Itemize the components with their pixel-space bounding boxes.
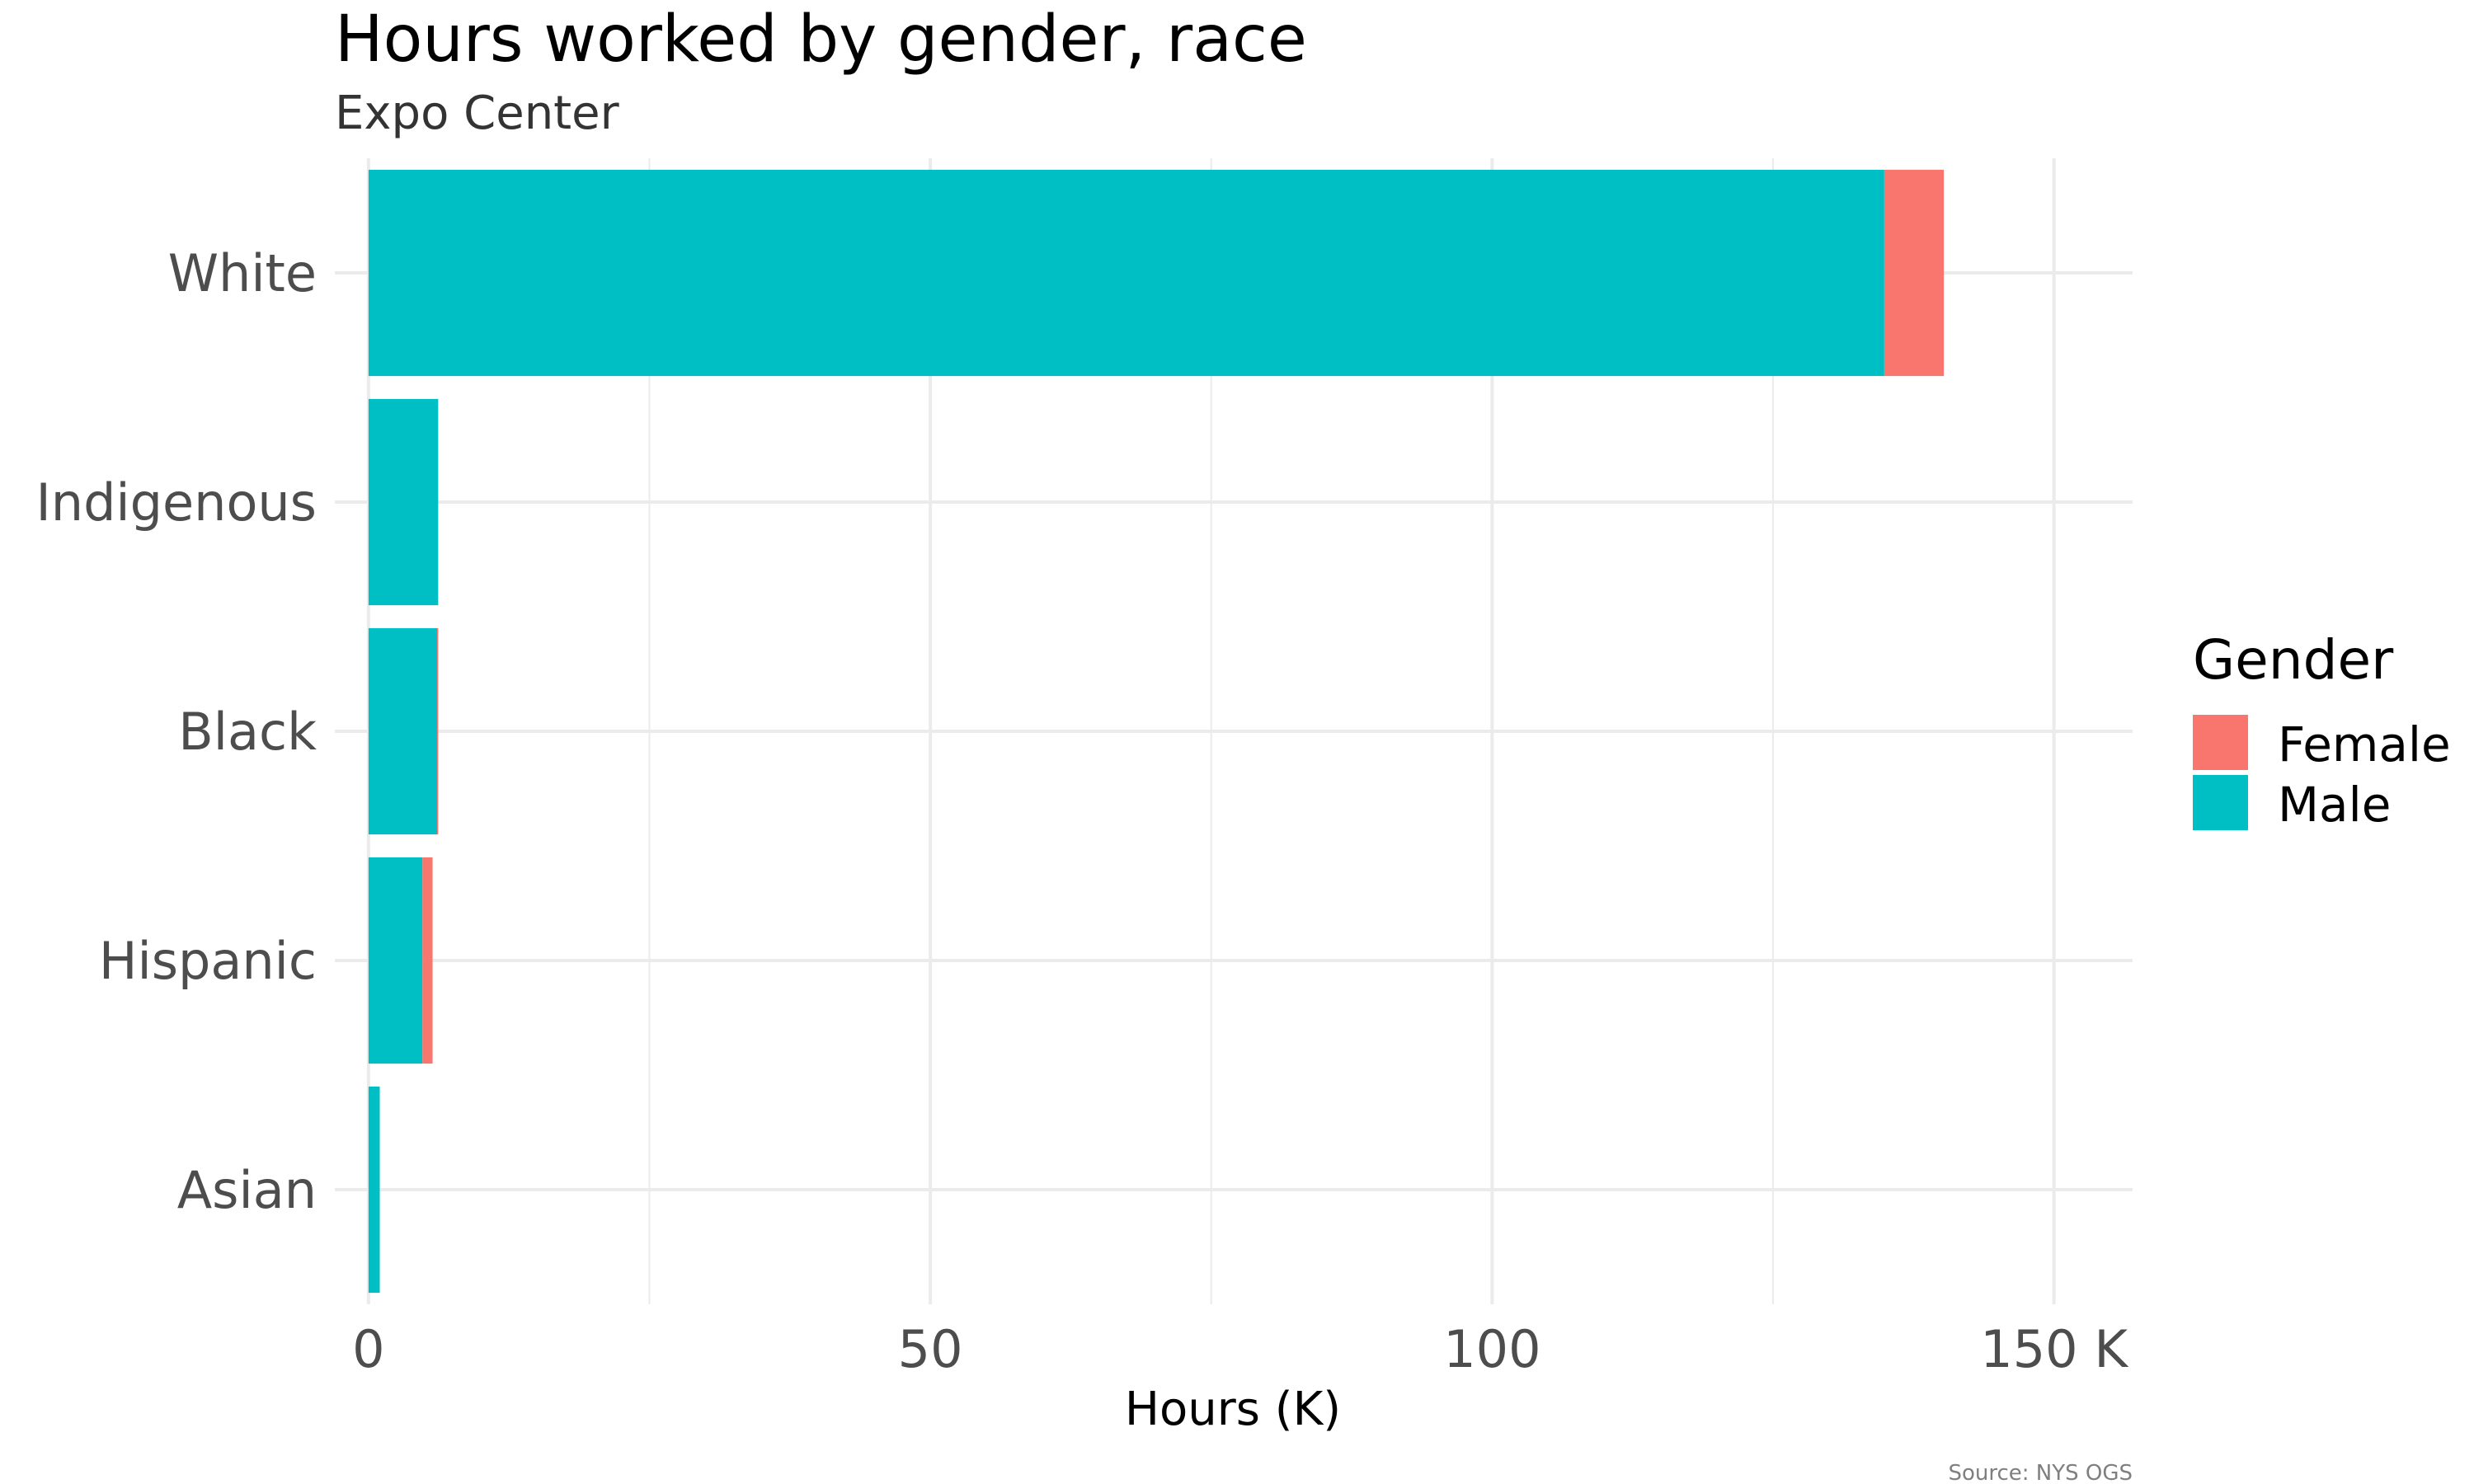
- chart-title: Hours worked by gender, race: [335, 2, 1307, 77]
- legend: Gender Female Male: [2193, 628, 2451, 833]
- bar-male-black: [368, 627, 437, 835]
- y-tick-label-hispanic: Hispanic: [99, 931, 317, 991]
- y-tick-label-indigenous: Indigenous: [36, 472, 317, 533]
- x-tick-label: 100: [1443, 1319, 1540, 1379]
- legend-swatch-female: [2193, 715, 2248, 770]
- bar-male-asian: [368, 1086, 380, 1294]
- y-tick-label-asian: Asian: [177, 1160, 317, 1220]
- y-axis-labels: White Indigenous Black Hispanic Asian: [36, 243, 317, 1220]
- x-tick-label: 150 K: [1980, 1319, 2128, 1379]
- legend-title: Gender: [2193, 628, 2394, 692]
- bar-female-white: [1884, 169, 1945, 377]
- chart-caption: Source: NYS OGS: [1948, 1461, 2133, 1484]
- bar-female-black: [436, 627, 439, 835]
- x-axis-title: Hours (K): [1125, 1383, 1341, 1436]
- y-tick-label-black: Black: [178, 702, 317, 762]
- chart-subtitle: Expo Center: [335, 87, 620, 140]
- legend-label-male: Male: [2278, 777, 2391, 833]
- y-tick-label-white: White: [168, 243, 317, 303]
- legend-label-female: Female: [2278, 716, 2451, 773]
- bar-male-white: [368, 169, 1884, 377]
- bar-male-indigenous: [368, 398, 439, 606]
- bar-female-hispanic: [422, 857, 433, 1064]
- legend-swatch-male: [2193, 775, 2248, 830]
- x-tick-label: 50: [898, 1319, 963, 1379]
- bars: [368, 169, 1945, 1294]
- bar-male-hispanic: [368, 857, 423, 1064]
- x-axis-labels: 0 50 100 150 K: [352, 1319, 2128, 1379]
- x-tick-label: 0: [352, 1319, 384, 1379]
